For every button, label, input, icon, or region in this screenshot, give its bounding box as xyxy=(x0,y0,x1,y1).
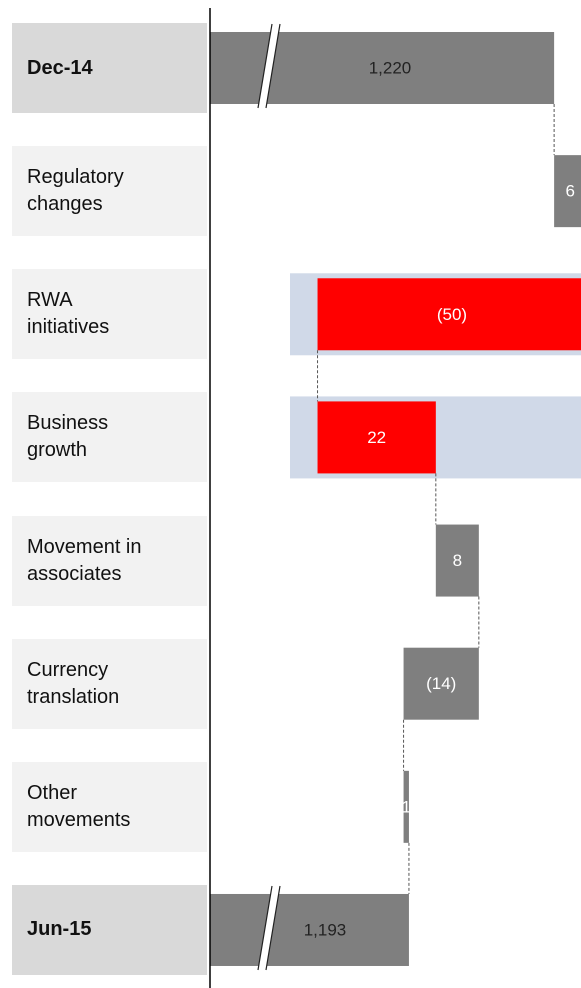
category-text: Regulatory changes xyxy=(27,166,124,216)
category-text: Business growth xyxy=(27,412,109,462)
category-label: Dec-14 xyxy=(12,23,207,113)
value-label: 6 xyxy=(566,182,575,201)
category-label: Regulatory changes xyxy=(12,146,207,237)
category-label: RWA initiatives xyxy=(12,269,207,360)
value-label: 8 xyxy=(453,551,462,570)
value-label: 1 xyxy=(402,797,411,816)
category-label: Currency translation xyxy=(12,638,207,729)
category-label: Jun-15 xyxy=(12,884,207,975)
axis-break xyxy=(258,885,280,970)
axis-break-line xyxy=(257,885,273,971)
category-label: Business growth xyxy=(12,392,207,483)
axis-break-line xyxy=(265,885,281,971)
value-label: (50) xyxy=(437,305,467,324)
bar xyxy=(403,770,409,843)
category-text: Movement in associates xyxy=(27,535,142,585)
axis-break-line xyxy=(257,23,273,109)
bar xyxy=(317,278,581,351)
category-label: Other movements xyxy=(12,761,207,852)
category-label: Movement in associates xyxy=(12,515,207,606)
value-label: 22 xyxy=(367,428,386,447)
bar xyxy=(210,893,409,966)
bar xyxy=(317,401,436,474)
value-label: 1,193 xyxy=(304,920,347,939)
value-label: 1,220 xyxy=(369,58,412,77)
category-text: Other movements xyxy=(27,781,131,831)
value-label: (14) xyxy=(426,674,456,693)
axis-break xyxy=(258,24,280,108)
category-text: Jun-15 xyxy=(27,918,92,941)
category-text: Dec-14 xyxy=(27,56,93,79)
bar xyxy=(435,524,479,597)
axis-break-line xyxy=(265,23,281,109)
category-text: Currency translation xyxy=(27,658,120,708)
bar xyxy=(554,155,581,228)
bar xyxy=(403,647,479,720)
category-text: RWA initiatives xyxy=(27,289,110,339)
